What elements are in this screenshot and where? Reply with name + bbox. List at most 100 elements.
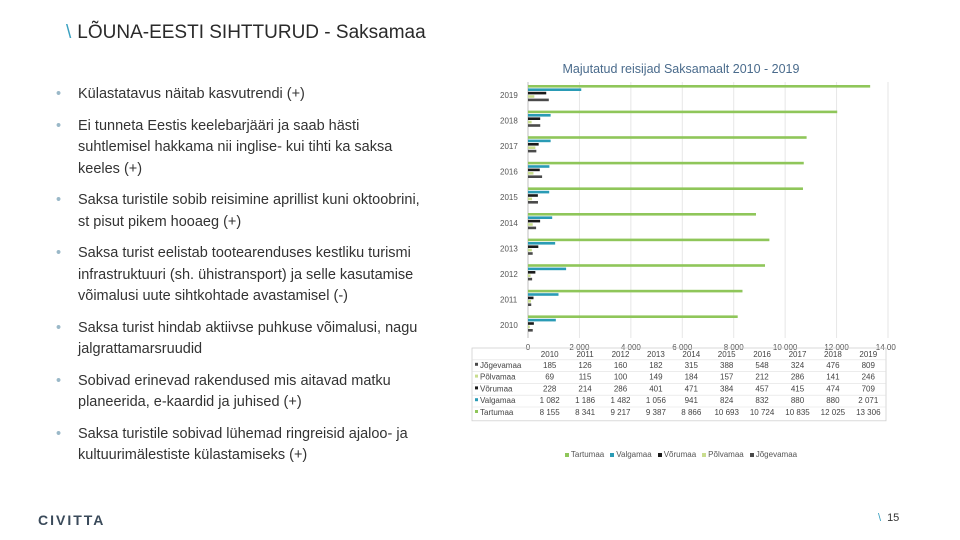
table-cell: 286: [614, 384, 628, 393]
table-cell: 126: [578, 361, 592, 370]
table-cell: 9 217: [610, 408, 631, 417]
table-cell: 384: [720, 384, 734, 393]
bar-jõgevamaa: [528, 303, 532, 306]
table-cell: 246: [862, 373, 876, 382]
bar-jõgevamaa: [528, 277, 533, 281]
bar-valgamaa: [528, 190, 550, 194]
bar-tartumaa: [528, 110, 838, 114]
table-cell: 709: [862, 384, 876, 393]
table-legend-key: [475, 410, 478, 413]
bar-tartumaa: [528, 85, 871, 88]
bar-põlvamaa: [528, 223, 533, 226]
table-cell: 157: [720, 373, 734, 382]
bar-võrumaa: [528, 143, 539, 146]
table-header-cell: 2016: [753, 350, 771, 359]
table-cell: 809: [862, 361, 876, 370]
bullet-item: Saksa turist eelistab tootearenduses kes…: [54, 243, 434, 308]
x-tick-label: 12 000: [824, 343, 849, 352]
table-cell: 2 071: [858, 396, 879, 405]
bar-võrumaa: [528, 168, 540, 172]
legend-label: Tartumaa: [570, 450, 605, 459]
y-tick-label: 2018: [500, 116, 518, 125]
bar-jõgevamaa: [528, 226, 537, 230]
x-tick-label: 6 000: [672, 343, 693, 352]
bar-valgamaa: [528, 139, 551, 143]
table-row-label: Võrumaa: [480, 384, 513, 393]
bar-võrumaa: [528, 271, 536, 274]
chart-title: Majutatud reisijad Saksamaalt 2010 - 201…: [562, 62, 800, 76]
bar-jõgevamaa: [528, 124, 541, 127]
title-accent: \: [66, 22, 72, 43]
slide-title: \ LÕUNA-EESTI SIHTTURUD - Saksamaa: [66, 22, 426, 44]
table-cell: 1 482: [610, 396, 631, 405]
table-cell: 214: [578, 384, 592, 393]
bullet-item: Saksa turist hindab aktiivse puhkuse või…: [54, 318, 434, 361]
table-cell: 9 387: [646, 408, 667, 417]
legend-swatch: [564, 453, 569, 457]
table-row-label: Jõgevamaa: [480, 361, 522, 370]
bar-jõgevamaa: [528, 98, 549, 102]
table-cell: 388: [720, 361, 734, 370]
bar-valgamaa: [528, 114, 551, 117]
table-cell: 69: [545, 373, 554, 382]
bar-jõgevamaa: [528, 149, 537, 153]
bar-põlvamaa: [528, 172, 534, 175]
table-cell: 212: [755, 373, 769, 382]
table-header-cell: 2012: [612, 350, 630, 359]
bar-jõgevamaa: [528, 201, 538, 204]
x-tick-label: 0: [526, 343, 531, 352]
bar-tartumaa: [528, 187, 803, 190]
legend-swatch: [657, 453, 662, 457]
table-cell: 182: [649, 361, 663, 370]
bar-võrumaa: [528, 322, 534, 325]
table-legend-key: [475, 374, 478, 378]
x-tick-label: 4 000: [621, 343, 642, 352]
table-cell: 1 056: [646, 396, 667, 405]
bar-võrumaa: [528, 219, 541, 223]
table-cell: 141: [826, 373, 840, 382]
bullet-item: Sobivad erinevad rakendused mis aitavad …: [54, 371, 434, 414]
bar-põlvamaa: [528, 197, 533, 201]
bar-valgamaa: [528, 267, 567, 271]
table-cell: 1 186: [575, 396, 596, 405]
title-text: LÕUNA-EESTI SIHTTURUD - Saksamaa: [77, 22, 426, 43]
chart-svg: 2019 2018 2017 2016 2015 2014 2013 2012 2011 2010…: [471, 82, 896, 422]
bullet-list: Külastatavus näitab kasvutrendi (+) Ei t…: [54, 84, 434, 477]
table-header-cell: 2013: [647, 350, 665, 359]
table-row-label: Tartumaa: [480, 408, 514, 417]
table-cell: 324: [791, 361, 805, 370]
bar-valgamaa: [528, 216, 553, 219]
bar-võrumaa: [528, 296, 534, 300]
page-number: \ 15: [878, 512, 899, 524]
table-header-cell: 2017: [789, 350, 807, 359]
table-cell: 228: [543, 384, 557, 393]
page-accent: \: [878, 512, 882, 524]
bar-jõgevamaa: [528, 175, 543, 178]
table-legend-key: [475, 362, 478, 366]
bar-tartumaa: [528, 289, 743, 293]
y-tick-label: 2013: [500, 244, 518, 253]
table-cell: 115: [579, 373, 592, 382]
table-cell: 286: [791, 373, 805, 382]
bar-valgamaa: [528, 165, 550, 168]
x-tick-label: 10 000: [773, 343, 798, 352]
y-tick-label: 2010: [500, 321, 518, 330]
table-cell: 13 306: [856, 408, 881, 417]
table-cell: 10 724: [750, 408, 775, 417]
bar-jõgevamaa: [528, 329, 533, 332]
y-tick-label: 2015: [500, 193, 518, 202]
table-header-cell: 2019: [859, 350, 877, 359]
table-cell: 185: [543, 361, 557, 370]
chart-container: Majutatud reisijad Saksamaalt 2010 - 201…: [466, 52, 896, 470]
bar-põlvamaa: [528, 248, 532, 252]
data-table-border: [471, 347, 887, 422]
legend-label: Võrumaa: [663, 450, 697, 459]
legend-item: Võrumaa: [657, 450, 697, 459]
table-cell: 160: [614, 361, 628, 370]
bar-tartumaa: [528, 264, 766, 267]
y-tick-label: 2011: [500, 296, 518, 305]
legend-item: Tartumaa: [564, 450, 605, 459]
legend-swatch: [749, 453, 754, 457]
table-row-label: Põlvamaa: [480, 373, 516, 382]
legend-label: Valgamaa: [616, 450, 652, 459]
